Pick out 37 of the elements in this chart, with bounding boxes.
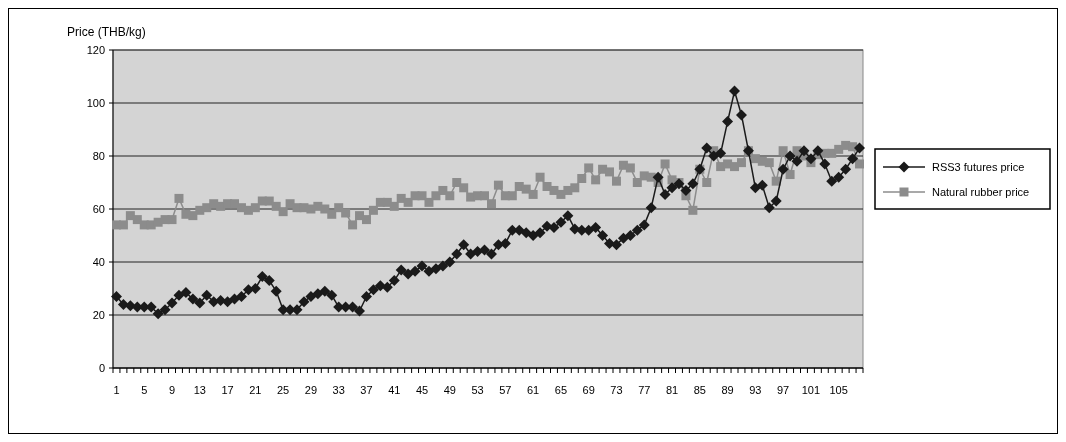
y-tick-label: 80 bbox=[92, 149, 105, 162]
x-tick-label: 77 bbox=[638, 384, 651, 396]
y-tick-label: 100 bbox=[86, 96, 105, 109]
y-tick-label: 40 bbox=[92, 255, 105, 268]
y-tick-label: 60 bbox=[92, 202, 105, 215]
legend-label: Natural rubber price bbox=[932, 185, 1030, 198]
x-tick-label: 65 bbox=[554, 384, 568, 396]
x-tick-label: 37 bbox=[360, 384, 373, 396]
x-tick-label: 57 bbox=[499, 384, 512, 396]
x-tick-label: 93 bbox=[749, 384, 762, 396]
y-axis-title: Price (THB/kg) bbox=[67, 25, 146, 39]
x-tick-label: 81 bbox=[665, 384, 679, 396]
x-tick-label: 89 bbox=[721, 384, 734, 396]
x-tick-label: 1 bbox=[113, 384, 120, 396]
x-tick-label: 101 bbox=[801, 384, 821, 396]
x-tick-label: 73 bbox=[610, 384, 623, 396]
x-tick-label: 13 bbox=[193, 384, 206, 396]
x-tick-label: 33 bbox=[332, 384, 345, 396]
x-tick-label: 61 bbox=[527, 384, 540, 396]
x-tick-label: 25 bbox=[277, 384, 290, 396]
x-tick-label: 53 bbox=[471, 384, 484, 396]
y-tick-label: 0 bbox=[98, 361, 105, 374]
x-tick-label: 29 bbox=[304, 384, 318, 396]
x-tick-label: 5 bbox=[141, 384, 148, 396]
x-tick-label: 69 bbox=[582, 384, 595, 396]
x-tick-label: 45 bbox=[415, 384, 429, 396]
x-tick-label: 9 bbox=[168, 384, 176, 396]
x-tick-label: 49 bbox=[443, 384, 456, 396]
x-tick-label: 17 bbox=[221, 384, 234, 396]
y-tick-label: 20 bbox=[92, 308, 105, 321]
x-tick-label: 105 bbox=[829, 384, 848, 396]
y-tick-label: 120 bbox=[86, 43, 105, 56]
legend-label: RSS3 futures price bbox=[932, 160, 1025, 173]
x-tick-label: 85 bbox=[693, 384, 706, 396]
x-tick-label: 97 bbox=[777, 384, 790, 396]
x-tick-label: 41 bbox=[388, 384, 401, 396]
x-tick-label: 21 bbox=[249, 384, 262, 396]
